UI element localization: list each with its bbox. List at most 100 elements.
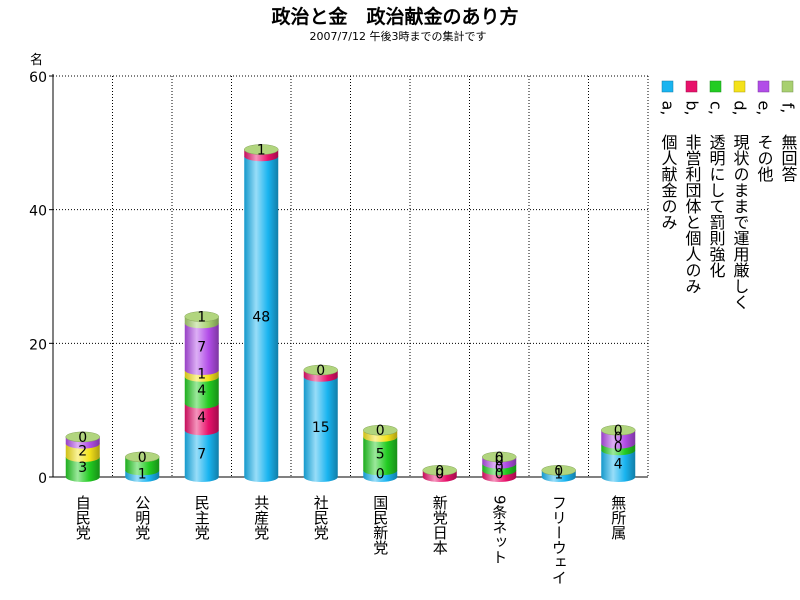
bar-segment [184,430,219,482]
x-category-label: 新党日本 [431,495,449,555]
data-label: 0 [554,463,563,479]
legend-key: b, [683,100,702,115]
data-label: 0 [614,423,623,439]
data-label: 0 [495,460,504,476]
bar-top-cap [482,451,517,463]
bar-segment [65,443,100,462]
bar-top-cap [303,364,338,376]
x-category-label: 国民新党 [371,495,389,556]
data-label: 0 [435,467,444,483]
bar-top-cap [363,424,398,436]
data-label: 0 [495,453,504,469]
bar-segment [184,403,219,436]
legend-swatch [661,80,674,93]
legend-swatch [781,80,794,93]
y-tick-label: 20 [29,337,47,353]
y-tick-label: 0 [38,471,47,487]
data-label: 7 [197,447,206,463]
bar-stack: 10 [541,463,576,483]
legend-key: d, [731,100,750,115]
bar-segment [601,450,636,482]
data-label: 0 [435,463,444,479]
data-label: 2 [78,443,87,459]
legend-key: f, [779,103,798,114]
legend-key: c, [707,101,726,115]
legend-swatch [685,80,698,93]
data-label: 1 [138,467,147,483]
category-labels: 自民党 公明党 民主党 共産党 社民党 国民新党 新党日本 9条ネット フリーウェイ 無所属 [74,495,628,585]
x-category-label: 公明党 [133,495,151,541]
data-label: 4 [614,457,623,473]
legend-entry: その他 [755,134,774,183]
x-category-label: 共産党 [252,495,270,541]
legend-key: e, [755,101,774,116]
bar-stack: 15 0 [303,363,338,482]
legend-swatch [709,80,722,93]
data-label: 15 [312,420,330,436]
bar-top-cap [244,144,279,155]
bar-top-cap [422,465,457,476]
bar-stack: 320 [65,430,100,482]
bar-segment [303,376,338,482]
legend-entry: 現状のままで運用厳しく [731,134,750,310]
legend-entry: 非営利団体と個人のみ [683,134,702,294]
data-label: 7 [197,340,206,356]
bar-segment [184,376,219,409]
chart-subtitle: 2007/7/12 午後3時までの集計です [310,29,487,43]
legend-key: a, [659,101,678,116]
data-label: 0 [138,450,147,466]
bar-top-cap [125,451,160,463]
chart-title: 政治と金 政治献金のあり方 [271,5,518,28]
data-label: 0 [316,363,325,379]
bar-stack: 00 [422,463,457,483]
x-category-label: フリーウェイ [550,495,568,585]
data-label: 1 [554,467,563,483]
legend-entry: 無回答 [779,134,798,182]
data-label: 0 [495,450,504,466]
x-category-label: 社民党 [312,495,330,541]
data-label: 1 [197,366,206,382]
data-label: 0 [376,467,385,483]
y-tick-label: 40 [29,204,47,220]
legend-swatch [757,80,770,93]
data-label: 5 [376,447,385,463]
bar-top-cap [184,311,219,322]
bar-stack: 48 1 [244,143,279,482]
y-tick-label: 60 [29,70,47,86]
bar-segment [184,323,219,376]
data-label: 3 [78,460,87,476]
x-category-label: 自民党 [74,495,92,541]
bar-top-cap [65,431,100,443]
bar-segment [363,436,398,476]
bar-top-cap [541,465,576,476]
data-label: 1 [197,310,206,326]
data-label: 0 [78,430,87,446]
data-label: 0 [495,467,504,483]
bar-top-cap [601,424,636,436]
grid [53,75,649,477]
bar-segment [244,156,279,482]
data-label: 4 [197,383,206,399]
legend-entry: 透明にして罰則強化 [707,134,726,278]
x-category-label: 9条ネット [490,495,508,565]
bar-stack: 10 [125,450,160,483]
data-label: 48 [252,310,270,326]
x-category-label: 無所属 [609,495,627,540]
legend-swatch [733,80,746,93]
x-category-label: 民主党 [193,495,211,541]
y-axis-label: 名 [30,52,43,68]
legend: a, 個人献金のみ b, 非営利団体と個人のみ c, 透明にして罰則強化 d, 現状のままで運… [659,80,798,310]
bar-segment [65,456,100,482]
data-label: 0 [614,440,623,456]
bar-stack: 0 5 0 [363,423,398,483]
data-label: 0 [614,430,623,446]
legend-entry: 個人献金のみ [659,134,678,230]
data-label: 1 [257,143,266,159]
data-label: 4 [197,410,206,426]
